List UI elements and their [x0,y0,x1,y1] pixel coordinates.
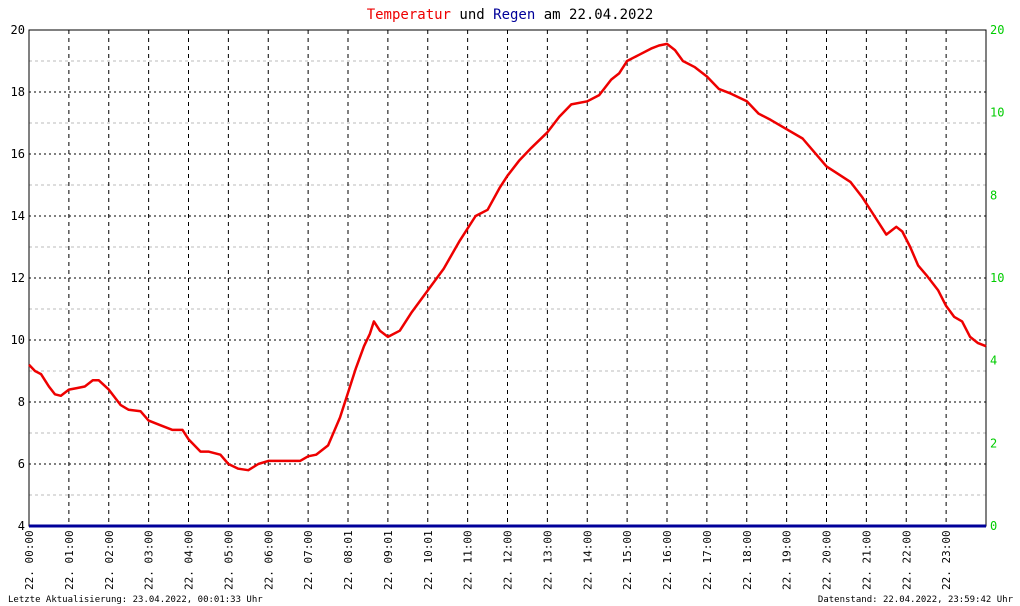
y-right-tick-label: 10 [990,106,1004,120]
footer-last-update: Letzte Aktualisierung: 23.04.2022, 00:01… [8,595,263,605]
x-tick-label: 22. 16:00 [661,530,674,590]
x-tick-label: 22. 06:00 [262,530,275,590]
x-tick-label: 22. 20:00 [821,530,834,590]
x-tick-label: 22. 07:00 [302,530,315,590]
x-tick-label: 22. 11:00 [462,530,475,590]
y-left-tick-label: 10 [11,333,25,347]
y-left-tick-label: 20 [11,23,25,37]
x-tick-label: 22. 21:00 [860,530,873,590]
x-tick-label: 22. 10:01 [422,530,435,590]
x-tick-label: 22. 03:00 [143,530,156,590]
y-left-tick-label: 16 [11,147,25,161]
x-tick-label: 22. 01:00 [63,530,76,590]
y-left-tick-label: 14 [11,209,25,223]
x-tick-label: 22. 18:00 [741,530,754,590]
x-tick-label: 22. 15:00 [621,530,634,590]
x-tick-label: 22. 17:00 [701,530,714,590]
title-and-word: und [451,7,493,23]
x-tick-label: 22. 05:00 [222,530,235,590]
x-tick-label: 22. 19:00 [781,530,794,590]
x-tick-label: 22. 14:00 [581,530,594,590]
x-tick-label: 22. 09:01 [382,530,395,590]
footer-data-status: Datenstand: 22.04.2022, 23:59:42 Uhr [818,595,1014,605]
y-right-tick-label: 4 [990,354,997,368]
x-tick-label: 22. 04:00 [183,530,196,590]
plot-area: 4 6 8 10 12 14 16 18 20 0 2 4 10 8 10 20 22. 00:00 22. 01… [11,23,1005,590]
y-right-tick-label: 0 [990,519,997,533]
y-left-tick-label: 18 [11,85,25,99]
x-tick-label: 22. 22:00 [900,530,913,590]
x-tick-label: 22. 12:00 [502,530,515,590]
y-right-tick-label: 8 [990,188,997,202]
title-temperature-word: Temperatur [367,7,451,23]
x-tick-label: 22. 00:00 [23,530,36,590]
chart-title: Temperatur und Regen am 22.04.2022 [367,7,654,23]
x-tick-label: 22. 02:00 [103,530,116,590]
title-rain-word: Regen [493,7,535,23]
x-tick-label: 22. 13:00 [541,530,554,590]
title-date: am 22.04.2022 [535,7,653,23]
y-left-tick-label: 8 [18,395,25,409]
y-right-tick-label: 2 [990,436,997,450]
y-left-tick-label: 6 [18,457,25,471]
y-left-tick-label: 12 [11,271,25,285]
temperature-series-line [28,42,987,472]
y-right-tick-label: 20 [990,23,1004,37]
y-left-tick-label: 4 [18,519,25,533]
x-tick-label: 22. 23:00 [940,530,953,590]
y-right-tick-label: 10 [990,271,1004,285]
x-tick-label: 22. 08:01 [342,530,355,590]
